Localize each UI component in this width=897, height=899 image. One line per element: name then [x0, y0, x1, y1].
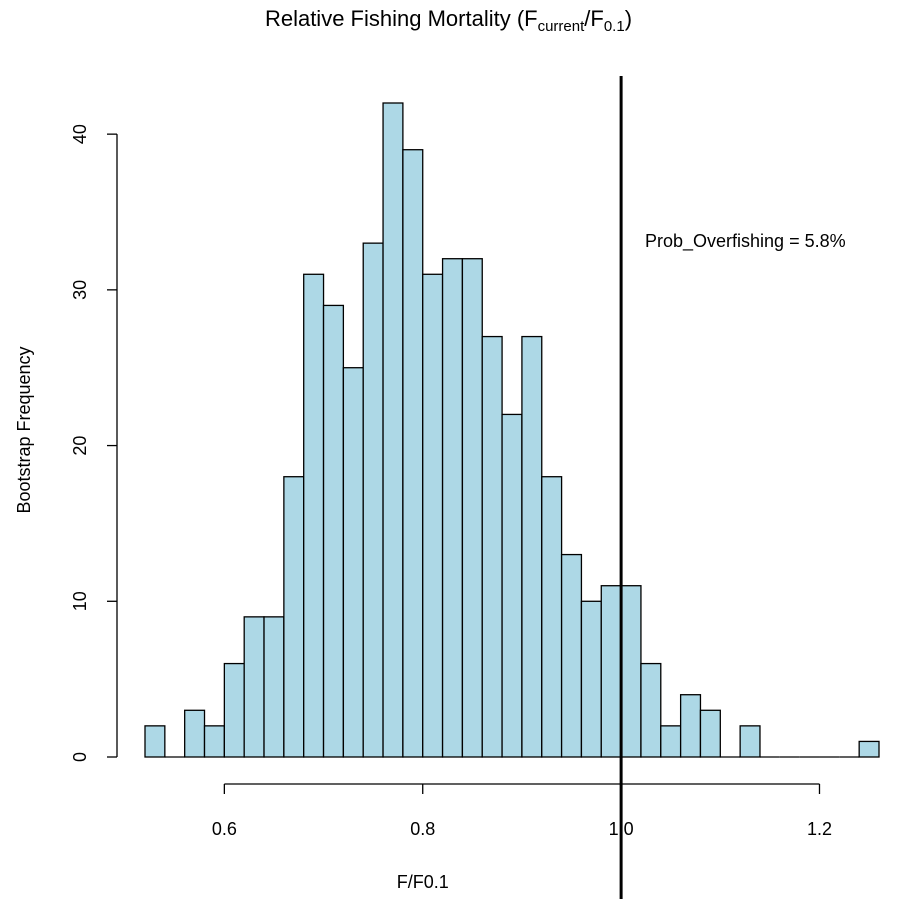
histogram-bar: [858, 740, 880, 758]
x-axis: 0.60.81.01.2: [212, 783, 832, 839]
y-tick-label: 20: [70, 436, 90, 456]
x-tick-label: 0.6: [212, 819, 237, 839]
histogram-bar: [541, 476, 563, 758]
histogram-bar: [620, 585, 642, 758]
y-tick-label: 40: [70, 124, 90, 144]
histogram-bar: [362, 242, 384, 758]
x-tick-label: 0.8: [410, 819, 435, 839]
y-axis: 0 10 20 30 40: [70, 124, 118, 762]
y-axis-label: Bootstrap Frequency: [14, 346, 34, 513]
histogram-bar: [303, 273, 325, 758]
histogram-bar: [422, 273, 444, 758]
histogram-bar: [580, 600, 602, 758]
histogram-bar: [739, 725, 761, 758]
histogram-bar: [600, 585, 622, 758]
histogram-bar: [382, 102, 404, 758]
histogram-bar: [501, 413, 523, 758]
chart-title: Relative Fishing Mortality (Fcurrent/F0.…: [0, 6, 897, 35]
histogram-bar: [481, 335, 503, 758]
histogram-bar: [521, 335, 543, 758]
histogram-bar: [342, 367, 364, 758]
title-prefix: Relative Fishing Mortality (F: [264, 6, 538, 31]
histogram-bar: [441, 258, 464, 758]
title-mid: /F: [584, 6, 604, 31]
histogram-bar: [283, 476, 305, 758]
overfishing-annotation: Prob_Overfishing = 5.8%: [645, 231, 846, 252]
title-sub-f01: 0.1: [603, 18, 625, 35]
histogram-bar: [144, 725, 166, 758]
x-axis-label: F/F0.1: [397, 872, 449, 892]
histogram-bar: [184, 709, 206, 758]
histogram-bar: [699, 709, 721, 758]
y-tick-label: 10: [70, 591, 90, 611]
histogram-bar: [243, 616, 265, 758]
title-suffix: ): [624, 6, 633, 31]
histogram-bar: [640, 662, 662, 758]
title-sub-current: current: [537, 18, 585, 35]
y-tick-label: 30: [70, 280, 90, 300]
histogram-bar: [461, 258, 483, 758]
histogram-bars: [144, 102, 880, 758]
histogram-bar: [660, 725, 682, 758]
histogram-bar: [679, 694, 702, 758]
histogram-bar: [263, 616, 285, 758]
x-tick-label: 1.2: [807, 819, 832, 839]
histogram-bar: [203, 725, 226, 758]
histogram-bar: [560, 553, 583, 758]
histogram-bar: [322, 304, 345, 758]
y-tick-label: 0: [70, 752, 90, 762]
histogram-bar: [402, 149, 424, 758]
histogram-bar: [223, 662, 245, 758]
